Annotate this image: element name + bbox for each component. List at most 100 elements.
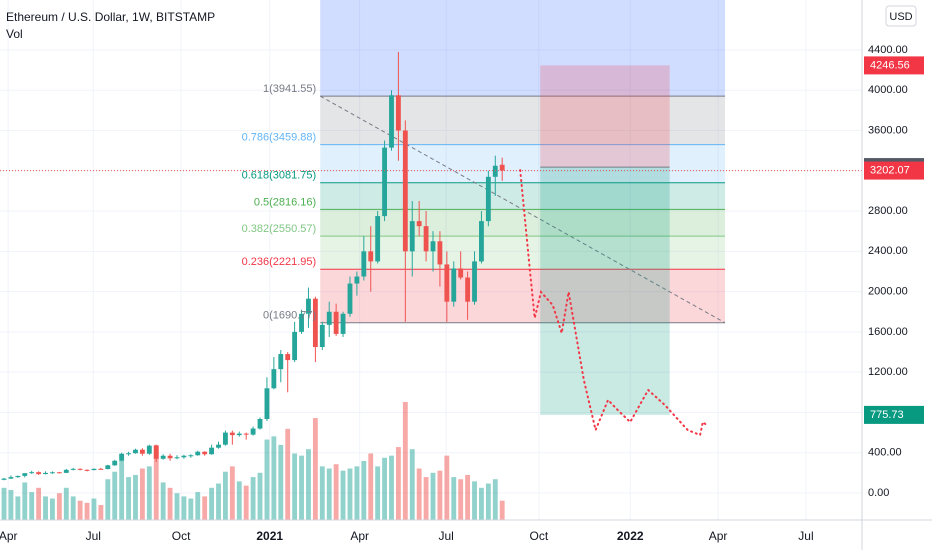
volume-bar [361,461,367,520]
candle-body [209,447,215,455]
y-tick-label: 2000.00 [868,286,908,298]
target-zone [540,167,670,415]
volume-bar [416,468,422,520]
volume-bar [126,477,131,520]
volume-bar [312,418,318,520]
volume-bar [389,455,394,520]
fib-label: 0(1690.77) [263,310,316,322]
candle-body [15,475,21,478]
currency-label[interactable]: USD [889,11,912,23]
volume-bar [22,482,28,520]
volume-bar [112,471,118,520]
volume-bar [250,477,256,520]
candle-body [368,251,374,262]
candle-body [465,277,471,302]
volume-bar [216,483,221,520]
candle-body [133,449,138,454]
volume-bar [437,470,443,520]
volume-bar [485,483,491,520]
candle-body [492,165,498,177]
candle-body [340,313,346,334]
candle-body [202,451,208,455]
price-tag-label: 775.73 [870,409,904,421]
volume-bar [133,474,138,520]
volume-bar [202,496,208,520]
candle-body [458,268,464,278]
volume-bar [479,487,484,520]
volume-bar [285,428,291,520]
price-axis [862,0,932,550]
volume-bar [326,468,332,520]
candle-body [472,261,477,302]
volume-bar [174,493,180,520]
x-tick-label: 2021 [256,529,283,543]
candle-body [91,468,97,471]
price-tag [864,161,924,180]
candle-body [70,468,76,470]
candle-body [444,264,450,302]
candle-body [333,311,339,334]
candle-body [389,95,394,148]
candle-body [354,276,360,284]
candle-body [423,226,429,252]
volume-bar [430,472,436,520]
candle-body [8,477,14,479]
candle-body [43,472,48,475]
fib-label: 0.382(2550.57) [242,223,317,235]
volume-bar [340,470,346,520]
candle-body [257,419,263,429]
candle-body [29,472,35,474]
volume-bar [409,449,415,520]
volume-bar [223,471,228,520]
candle-body [188,455,194,457]
candle-body [216,444,221,448]
volume-bar [153,444,159,520]
candle-body [264,388,270,420]
candle-body [271,369,277,389]
volume-bar [29,492,35,520]
volume-bar [292,453,298,520]
price-tag [864,405,924,424]
volume-bar [278,444,284,520]
volume-bar [492,479,498,520]
candle-body [126,453,131,455]
price-tag-label: 3202.07 [870,164,910,176]
candle-body [479,221,484,262]
plot-area [0,0,862,520]
candle-body [195,451,201,456]
candle-body [409,221,415,252]
volume-bar [63,487,69,520]
candle-body [416,221,422,227]
time-axis [0,520,862,550]
candle-body [451,268,457,302]
volume-bar [119,461,125,520]
candle-body [312,298,318,348]
volume-bar [195,492,201,520]
fib-label: 0.5(2816.16) [254,196,316,208]
candle-body [402,130,408,252]
volume-bar [319,466,325,520]
y-tick-label: 0.00 [868,487,889,499]
volume-bar [451,477,457,520]
candle-body [153,445,159,459]
volume-bar [146,466,152,520]
candle-body [22,473,28,476]
volume-bar [465,474,471,520]
volume-bar [243,485,249,520]
candle-body [375,216,381,262]
price-tag-label: 4246.56 [870,59,910,71]
volume-bar [56,493,62,520]
volume-bar [472,481,477,520]
volume-bar [299,455,304,520]
candle-body [167,455,173,459]
x-tick-label: Jul [798,529,813,543]
currency-button[interactable] [885,5,917,27]
volume-bar [98,504,104,520]
candle-body [229,432,235,436]
candle-body [146,445,152,454]
candle-body [361,251,367,277]
candle-body [105,465,111,470]
fib-band [320,144,725,183]
trend-line [319,95,726,324]
candle-body [174,457,180,459]
